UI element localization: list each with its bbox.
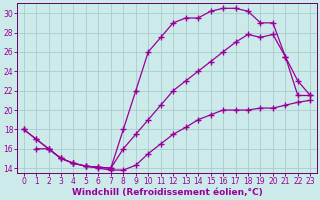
X-axis label: Windchill (Refroidissement éolien,°C): Windchill (Refroidissement éolien,°C) (72, 188, 262, 197)
